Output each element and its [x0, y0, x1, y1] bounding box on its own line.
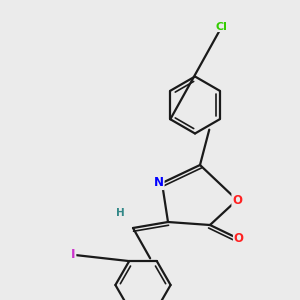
Text: I: I	[71, 248, 76, 262]
Text: H: H	[116, 208, 124, 218]
Text: Cl: Cl	[215, 22, 227, 32]
Text: N: N	[154, 176, 164, 190]
Text: O: O	[233, 232, 244, 244]
Text: O: O	[232, 194, 242, 206]
